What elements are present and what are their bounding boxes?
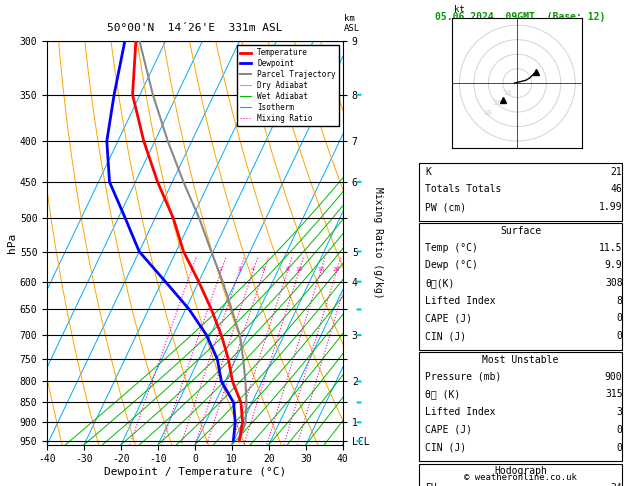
- Text: 5: 5: [262, 267, 265, 272]
- Text: Surface: Surface: [500, 226, 541, 236]
- Text: 308: 308: [605, 278, 623, 288]
- Bar: [418, 223, 623, 350]
- Text: © weatheronline.co.uk: © weatheronline.co.uk: [464, 473, 577, 482]
- Text: CIN (J): CIN (J): [425, 442, 466, 452]
- Text: 50°00'N  14´26'E  331m ASL: 50°00'N 14´26'E 331m ASL: [107, 23, 283, 33]
- Text: 4: 4: [251, 267, 255, 272]
- Text: 1: 1: [189, 267, 193, 272]
- Text: θᴄ(K): θᴄ(K): [425, 278, 454, 288]
- Text: EH: EH: [425, 483, 437, 486]
- Text: 900: 900: [605, 371, 623, 382]
- Bar: [418, 464, 623, 486]
- Text: Lifted Index: Lifted Index: [425, 407, 496, 417]
- Text: 20: 20: [333, 267, 340, 272]
- Text: 8: 8: [286, 267, 289, 272]
- Text: 46: 46: [611, 184, 623, 194]
- X-axis label: Dewpoint / Temperature (°C): Dewpoint / Temperature (°C): [104, 467, 286, 477]
- Text: 05.06.2024  09GMT  (Base: 12): 05.06.2024 09GMT (Base: 12): [435, 12, 606, 22]
- Bar: [418, 163, 623, 221]
- Text: θᴄ (K): θᴄ (K): [425, 389, 460, 399]
- Text: 2: 2: [219, 267, 223, 272]
- Text: 0: 0: [616, 331, 623, 341]
- Text: Dewp (°C): Dewp (°C): [425, 260, 478, 270]
- Text: 20: 20: [493, 100, 502, 106]
- Text: CAPE (J): CAPE (J): [425, 313, 472, 324]
- Text: 34: 34: [611, 483, 623, 486]
- Text: 10: 10: [295, 267, 303, 272]
- Text: Temp (°C): Temp (°C): [425, 243, 478, 253]
- Text: kt: kt: [454, 5, 464, 14]
- Text: Lifted Index: Lifted Index: [425, 295, 496, 306]
- Text: 0: 0: [616, 442, 623, 452]
- Bar: [418, 352, 623, 461]
- Text: km
ASL: km ASL: [344, 14, 360, 33]
- Text: 9.9: 9.9: [605, 260, 623, 270]
- Text: 30: 30: [484, 110, 492, 116]
- Text: 8: 8: [616, 295, 623, 306]
- Y-axis label: hPa: hPa: [7, 233, 17, 253]
- Legend: Temperature, Dewpoint, Parcel Trajectory, Dry Adiabat, Wet Adiabat, Isotherm, Mi: Temperature, Dewpoint, Parcel Trajectory…: [237, 45, 339, 126]
- Text: 0: 0: [616, 425, 623, 435]
- Text: 1.99: 1.99: [599, 202, 623, 212]
- Text: 15: 15: [317, 267, 325, 272]
- Text: PW (cm): PW (cm): [425, 202, 466, 212]
- Text: Totals Totals: Totals Totals: [425, 184, 501, 194]
- Text: K: K: [425, 167, 431, 177]
- Text: 11.5: 11.5: [599, 243, 623, 253]
- Text: 0: 0: [616, 313, 623, 324]
- Text: 21: 21: [611, 167, 623, 177]
- Text: 3: 3: [616, 407, 623, 417]
- Text: 315: 315: [605, 389, 623, 399]
- Text: Hodograph: Hodograph: [494, 466, 547, 476]
- Text: Pressure (mb): Pressure (mb): [425, 371, 501, 382]
- Text: 3: 3: [237, 267, 241, 272]
- Y-axis label: Mixing Ratio (g/kg): Mixing Ratio (g/kg): [374, 187, 383, 299]
- Text: 10: 10: [503, 90, 512, 96]
- Text: Most Unstable: Most Unstable: [482, 355, 559, 365]
- Text: CAPE (J): CAPE (J): [425, 425, 472, 435]
- Text: CIN (J): CIN (J): [425, 331, 466, 341]
